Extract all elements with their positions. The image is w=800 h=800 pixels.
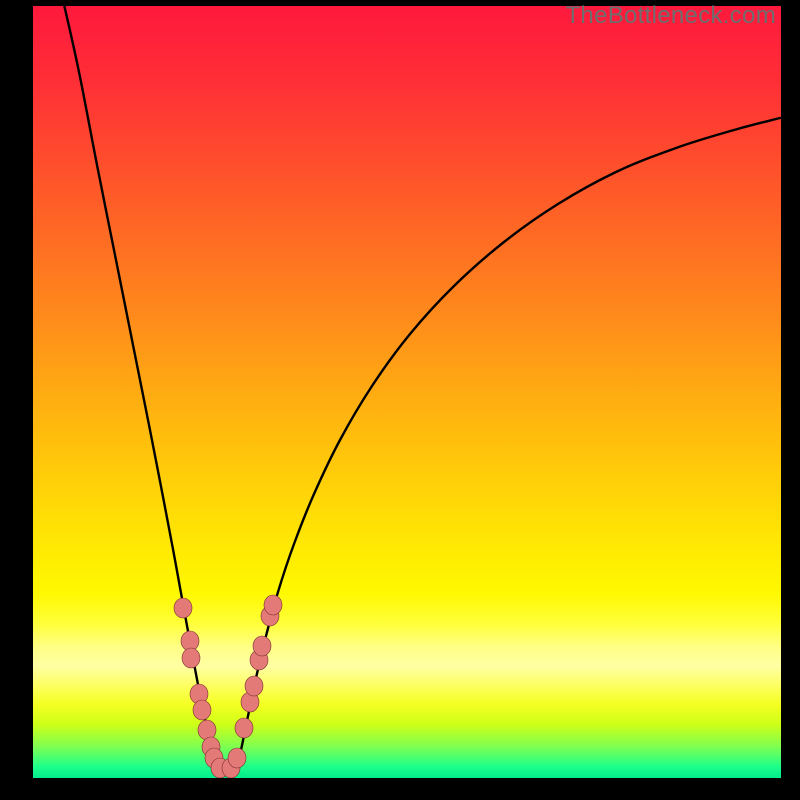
plot-area [33,6,781,778]
marker-point [174,598,192,618]
chart-frame: TheBottleneck.com [0,0,800,800]
marker-group [174,595,282,778]
marker-point [228,748,246,768]
watermark: TheBottleneck.com [565,2,776,30]
curve-overlay [33,6,781,778]
marker-point [253,636,271,656]
marker-point [235,718,253,738]
marker-point [264,595,282,615]
right-curve [236,118,780,772]
marker-point [245,676,263,696]
marker-point [182,648,200,668]
marker-point [193,700,211,720]
